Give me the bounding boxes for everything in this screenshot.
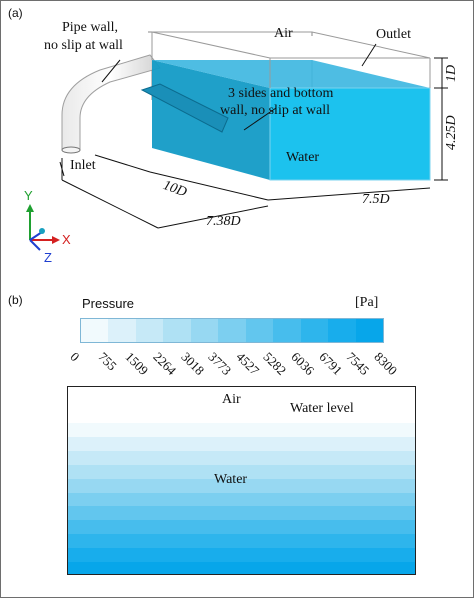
- air-region: [68, 387, 415, 423]
- panel-a-label: (a): [8, 6, 23, 20]
- axis-z-label: Z: [44, 250, 52, 265]
- pressure-band: [68, 464, 415, 479]
- axis-x-label: X: [62, 232, 71, 247]
- water-front-face: [270, 88, 430, 180]
- legend-color-block: [190, 319, 219, 342]
- legend-tick-label: 3773: [205, 349, 235, 378]
- legend-tick-label: 1509: [122, 349, 152, 378]
- water-label-3d: Water: [286, 150, 320, 165]
- legend-color-block: [163, 319, 191, 342]
- outlet-label: Outlet: [376, 27, 411, 42]
- legend-color-block: [218, 319, 246, 342]
- dim-4-25d-label: 4.25D: [444, 115, 459, 150]
- pipe-shape: [61, 54, 161, 154]
- water-top-face: [152, 60, 430, 88]
- panel-b-label: (b): [8, 293, 23, 307]
- walls-label-line2: wall, no slip at wall: [220, 103, 331, 118]
- pressure-color-legend: [80, 318, 384, 343]
- pressure-contour-tank: [67, 386, 416, 575]
- pressure-band: [68, 478, 415, 493]
- water-level-label: Water level: [290, 401, 354, 416]
- legend-color-block: [273, 319, 301, 342]
- pressure-band: [68, 548, 415, 563]
- pressure-band: [68, 534, 415, 549]
- dim-1d-label: 1D: [444, 64, 459, 82]
- inlet-channel: [140, 83, 229, 133]
- pressure-band: [68, 436, 415, 451]
- pressure-band: [68, 506, 415, 521]
- inlet-label: Inlet: [70, 158, 96, 173]
- legend-tick-label: 5282: [260, 349, 290, 378]
- air-label-2d: Air: [222, 392, 241, 407]
- leader-lines: [59, 43, 377, 177]
- legend-tick-label: 4527: [233, 349, 263, 378]
- walls-label-line1: 3 sides and bottom: [228, 86, 334, 101]
- legend-title: Pressure: [82, 296, 135, 311]
- dim-7-38d-label: 7.38D: [206, 214, 241, 229]
- dim-7-5d-label: 7.5D: [362, 192, 390, 207]
- water-region: [68, 423, 415, 574]
- legend-color-block: [81, 319, 109, 342]
- legend-color-block: [108, 319, 136, 342]
- legend-color-block: [328, 319, 356, 342]
- legend-color-block: [355, 319, 383, 342]
- legend-color-block: [135, 319, 164, 342]
- tank-3d-diagram: [26, 31, 448, 251]
- legend-unit: [Pa]: [355, 295, 379, 310]
- pressure-band: [68, 450, 415, 465]
- legend-color-block: [300, 319, 329, 342]
- legend-tick-label: 6791: [316, 349, 346, 378]
- pipe-wall-label-line1: Pipe wall,: [62, 20, 118, 35]
- pressure-legend-ticks: 0 755 1509 2264 3018 3773 4527 5282 6036 6791 7545…: [67, 343, 400, 379]
- legend-tick-label: 2264: [150, 349, 180, 378]
- air-label-3d: Air: [274, 26, 293, 41]
- legend-tick-label: 7545: [343, 349, 373, 378]
- water-label-2d: Water: [214, 472, 248, 487]
- pressure-band: [68, 520, 415, 535]
- pipe-wall-label-line2: no slip at wall: [44, 38, 123, 53]
- axis-y-label: Y: [24, 188, 33, 203]
- legend-tick-label: 3018: [177, 349, 207, 378]
- coordinate-axes: [26, 204, 60, 251]
- dimension-lines: [61, 57, 448, 229]
- legend-tick-label: 755: [95, 349, 120, 374]
- pressure-band: [68, 492, 415, 507]
- air-box-front-outline: [151, 31, 431, 88]
- legend-tick-label: 6036: [288, 349, 318, 378]
- legend-color-block: [245, 319, 274, 342]
- pressure-band: [68, 423, 415, 437]
- pressure-band: [68, 562, 415, 574]
